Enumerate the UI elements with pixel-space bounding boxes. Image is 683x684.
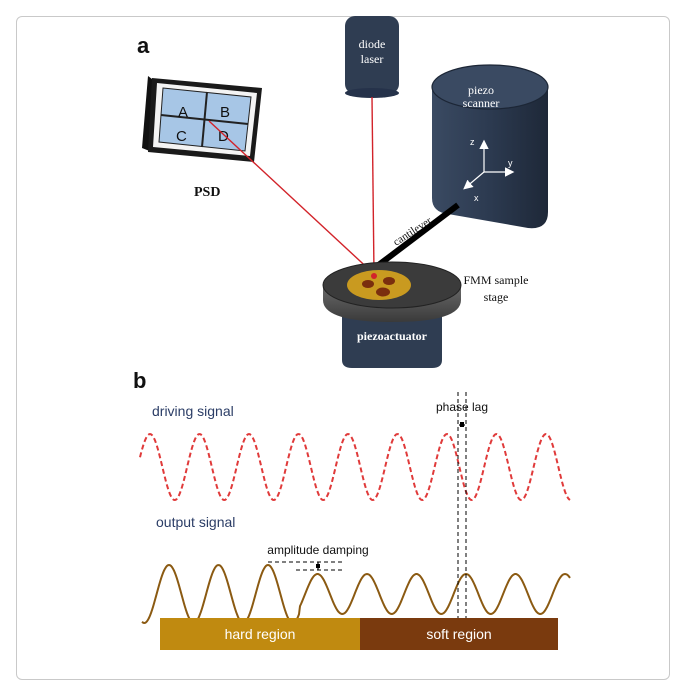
piezo-scanner: piezo scanner z y x [431, 64, 549, 229]
y-axis-label: y [508, 158, 513, 168]
sample-area [347, 270, 411, 300]
laser-reflected-beam [208, 120, 375, 275]
phase-lag-label: phase lag [436, 400, 488, 414]
phase-lag-marker [457, 392, 467, 642]
laser-spot [371, 273, 377, 279]
piezoactuator: piezoactuator [342, 310, 442, 368]
cantilever [370, 202, 460, 273]
z-axis-label: z [470, 137, 475, 147]
cantilever-label: cantilever [391, 215, 434, 249]
output-signal-wave [141, 563, 571, 625]
driving-signal-label: driving signal [152, 403, 234, 419]
psd-quadrant-d: D [218, 128, 229, 145]
driving-signal-wave [139, 432, 571, 502]
soft-region-label: soft region [426, 626, 491, 642]
laser-label-line2: laser [361, 52, 384, 66]
scanner-label-line2: scanner [463, 96, 500, 110]
laser-label-line1: diode [359, 37, 386, 51]
amplitude-damping-marker [268, 561, 345, 571]
psd-detector: A B C D [142, 76, 262, 162]
piezoactuator-label: piezoactuator [357, 329, 428, 343]
output-signal-label: output signal [156, 514, 235, 530]
diode-laser: diode laser [345, 16, 399, 98]
stage-label-line2: stage [484, 290, 509, 304]
x-axis-arrow [463, 171, 485, 190]
psd-label: PSD [194, 185, 220, 200]
soft-region-bar [360, 618, 558, 650]
panel-b-letter: b [133, 368, 146, 393]
scanner-label-line1: piezo [468, 83, 494, 97]
sample-stage [322, 261, 462, 322]
psd-quadrant-c: C [176, 128, 187, 145]
laser-incident-beam [371, 96, 375, 275]
amplitude-damping-label: amplitude damping [267, 543, 368, 557]
hard-region-label: hard region [225, 626, 296, 642]
stage-label-line1: FMM sample [463, 273, 528, 287]
psd-quadrant-b: B [220, 104, 230, 121]
psd-quadrant-a: A [178, 104, 188, 121]
panel-a-letter: a [137, 33, 150, 58]
x-axis-label: x [474, 193, 479, 203]
hard-region-bar [160, 618, 360, 650]
